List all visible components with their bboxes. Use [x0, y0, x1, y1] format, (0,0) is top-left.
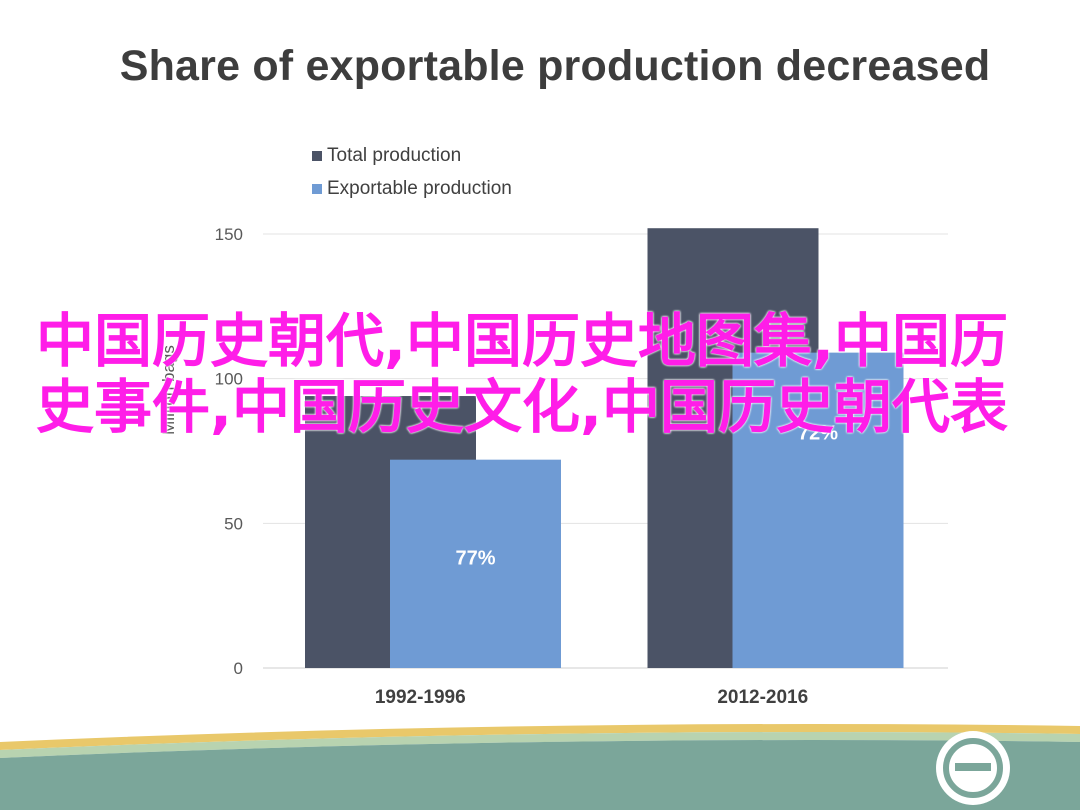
- data-labels: 77% 72%: [455, 423, 838, 570]
- chart-legend: Total production Exportable production: [312, 145, 512, 199]
- y-tick-label: 150: [215, 225, 243, 244]
- x-tick-labels: 1992-1996 2012-2016: [375, 687, 808, 708]
- y-tick-label: 100: [215, 370, 243, 389]
- circle-logo-icon: [936, 731, 1010, 805]
- y-axis-label: Million bags: [159, 345, 178, 435]
- slide-title: Share of exportable production decreased: [119, 42, 991, 90]
- y-tick-label: 50: [224, 514, 243, 533]
- footer-stripe-yellow: [0, 724, 1080, 750]
- y-tick-labels: 0 50 100 150: [215, 225, 243, 678]
- y-tick-label: 0: [234, 659, 243, 678]
- chart-bars: [305, 228, 904, 669]
- x-tick-label: 1992-1996: [375, 687, 466, 708]
- legend-swatch: [312, 184, 322, 194]
- data-label: 77%: [455, 548, 495, 570]
- footer-stripe-green: [0, 732, 1080, 758]
- bar-exportable: [732, 352, 904, 668]
- x-tick-label: 2012-2016: [717, 687, 808, 708]
- legend-swatch: [312, 151, 322, 161]
- footer-band: [0, 740, 1080, 810]
- watermark-overlay-text: 中国历史朝代,中国历史地图集,中国历史事件,中国历史文化,中国历史朝代表: [35, 307, 1009, 441]
- bar-exportable: [390, 459, 561, 668]
- legend-label: Total production: [327, 145, 461, 166]
- legend-label: Exportable production: [327, 178, 512, 199]
- data-label: 72%: [798, 423, 838, 445]
